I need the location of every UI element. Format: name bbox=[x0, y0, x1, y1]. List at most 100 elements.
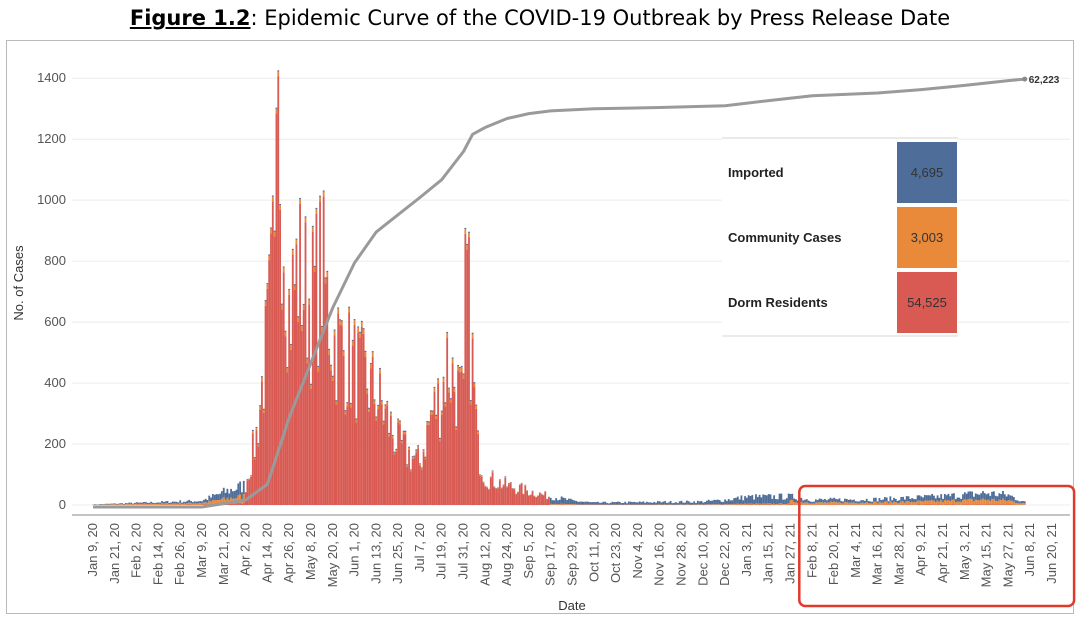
x-tick-label: Oct 23, 20 bbox=[608, 523, 623, 583]
y-tick-label: 200 bbox=[44, 436, 66, 451]
daily-bar-segment bbox=[853, 499, 855, 503]
daily-bar-segment bbox=[549, 503, 552, 505]
daily-bar-segment bbox=[558, 499, 561, 505]
daily-bar-segment bbox=[896, 503, 899, 505]
daily-bar-segment bbox=[504, 477, 507, 505]
daily-bar-segment bbox=[468, 237, 470, 506]
daily-bar-segment bbox=[350, 407, 352, 505]
daily-bar-segment bbox=[273, 230, 276, 232]
daily-bar-segment bbox=[994, 495, 997, 501]
daily-bar-segment bbox=[344, 411, 347, 415]
daily-bar-segment bbox=[827, 502, 830, 505]
x-tick-label: Aug 24, 20 bbox=[499, 523, 514, 586]
daily-bar-segment bbox=[873, 497, 875, 502]
daily-bar-segment bbox=[916, 495, 919, 501]
daily-bar-segment bbox=[753, 499, 756, 505]
daily-bar-segment bbox=[315, 207, 318, 210]
daily-bar-segment bbox=[918, 500, 921, 505]
daily-bar-segment bbox=[458, 367, 461, 369]
daily-bar-segment bbox=[293, 284, 296, 286]
daily-bar-segment bbox=[718, 499, 721, 505]
daily-bar-segment bbox=[889, 501, 892, 505]
daily-bar-segment bbox=[259, 409, 262, 505]
stacked-bars bbox=[92, 70, 1026, 506]
daily-bar-segment bbox=[740, 503, 743, 505]
daily-bar-segment bbox=[261, 377, 263, 382]
x-tick-label: Jan 3, 21 bbox=[739, 523, 754, 577]
daily-bar-segment bbox=[760, 503, 763, 505]
daily-bar-segment bbox=[976, 504, 979, 505]
daily-bar-segment bbox=[357, 326, 360, 328]
daily-bar-segment bbox=[982, 498, 984, 505]
legend-color-swatch bbox=[897, 272, 957, 333]
daily-bar-segment bbox=[286, 368, 289, 373]
daily-bar-segment bbox=[337, 308, 340, 314]
daily-bar-segment bbox=[246, 480, 249, 505]
daily-bar-segment bbox=[606, 502, 608, 505]
daily-bar-segment bbox=[471, 332, 474, 334]
daily-bar-segment bbox=[845, 502, 848, 505]
daily-bar-segment bbox=[348, 307, 351, 313]
daily-bar-segment bbox=[480, 475, 483, 477]
daily-bar-segment bbox=[350, 404, 352, 408]
daily-bar-segment bbox=[560, 496, 563, 504]
daily-bar-segment bbox=[600, 502, 603, 505]
daily-bar-segment bbox=[328, 354, 331, 505]
daily-bar-segment bbox=[791, 499, 794, 505]
daily-bar-segment bbox=[816, 502, 819, 505]
daily-bar-segment bbox=[317, 371, 320, 505]
daily-bar-segment bbox=[716, 499, 719, 505]
daily-bar-segment bbox=[987, 499, 990, 505]
daily-bar-segment bbox=[631, 502, 634, 505]
daily-bar-segment bbox=[188, 502, 191, 505]
x-tick-label: May 8, 20 bbox=[303, 523, 318, 580]
daily-bar-segment bbox=[827, 499, 830, 503]
daily-bar-segment bbox=[687, 501, 690, 505]
daily-bar-segment bbox=[386, 405, 389, 505]
daily-bar-segment bbox=[909, 502, 912, 505]
daily-bar-segment bbox=[422, 449, 425, 451]
cumulative-end-point bbox=[1022, 76, 1028, 82]
daily-bar-segment bbox=[264, 300, 267, 302]
daily-bar-segment bbox=[698, 501, 701, 505]
daily-bar-segment bbox=[982, 491, 984, 499]
daily-bar-segment bbox=[883, 501, 886, 505]
daily-bar-segment bbox=[922, 497, 924, 502]
daily-bar-segment bbox=[953, 493, 955, 500]
daily-bar-segment bbox=[230, 497, 232, 504]
daily-bar-segment bbox=[406, 464, 409, 466]
daily-bar-segment bbox=[931, 504, 934, 505]
daily-bar-segment bbox=[954, 499, 957, 503]
daily-bar-segment bbox=[898, 502, 901, 505]
daily-bar-segment bbox=[753, 504, 756, 505]
daily-bar-segment bbox=[399, 424, 401, 505]
daily-bar-segment bbox=[362, 333, 365, 505]
daily-bar-segment bbox=[615, 502, 617, 505]
daily-bar-segment bbox=[371, 352, 374, 357]
daily-bar-segment bbox=[878, 498, 881, 502]
daily-bar-segment bbox=[767, 503, 770, 505]
daily-bar-segment bbox=[927, 495, 930, 501]
daily-bar-segment bbox=[261, 376, 263, 378]
daily-bar-segment bbox=[373, 403, 376, 505]
daily-bar-segment bbox=[148, 502, 151, 505]
daily-bar-segment bbox=[455, 427, 458, 430]
daily-bar-segment bbox=[271, 195, 274, 197]
daily-bar-segment bbox=[177, 502, 180, 504]
daily-bar-segment bbox=[893, 501, 895, 505]
daily-bar-segment bbox=[382, 421, 385, 425]
daily-bar-segment bbox=[758, 494, 761, 504]
daily-bar-segment bbox=[849, 502, 852, 505]
daily-bar-segment bbox=[540, 494, 543, 505]
daily-bar-segment bbox=[388, 434, 390, 437]
daily-bar-segment bbox=[742, 500, 745, 505]
daily-bar-segment bbox=[804, 499, 806, 503]
daily-bar-segment bbox=[162, 501, 165, 504]
daily-bar-segment bbox=[587, 501, 590, 505]
daily-bar-segment bbox=[477, 431, 479, 434]
daily-bar-segment bbox=[328, 348, 331, 351]
daily-bar-segment bbox=[282, 272, 285, 505]
daily-bar-segment bbox=[291, 248, 294, 251]
daily-bar-segment bbox=[426, 424, 429, 505]
daily-bar-segment bbox=[431, 410, 434, 412]
